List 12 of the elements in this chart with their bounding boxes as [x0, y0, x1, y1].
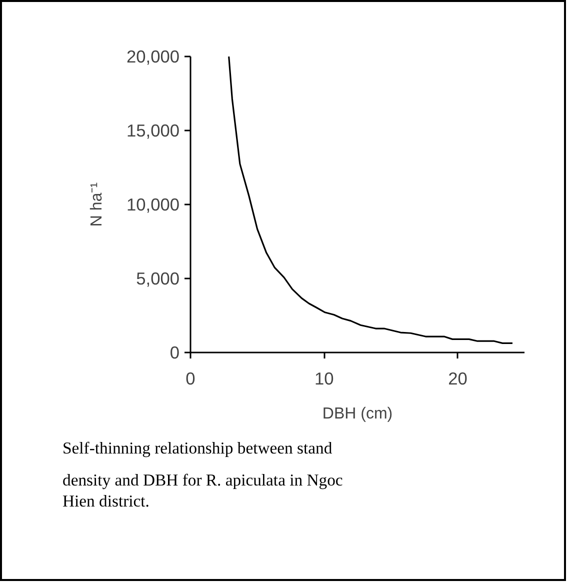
y-tick-label: 20,000 — [126, 46, 180, 66]
text: Self-thinning relationship between stand density and DBH for R. apiculata in Ngoc Hien district. — [62, 438, 343, 510]
y-axis-title: N ha⁻¹ — [88, 182, 106, 227]
x-tick-label: 20 — [448, 368, 468, 388]
line-series — [228, 56, 514, 344]
y-tick-label: 0 — [170, 342, 180, 362]
x-axis-title: DBH (cm) — [322, 406, 393, 422]
x-tick-label: 10 — [314, 368, 334, 388]
y-tick-label: 15,000 — [126, 120, 180, 140]
x-tick-label: 0 — [186, 368, 196, 388]
y-tick-label: 10,000 — [126, 194, 180, 214]
y-tick-label: 5,000 — [136, 268, 180, 288]
